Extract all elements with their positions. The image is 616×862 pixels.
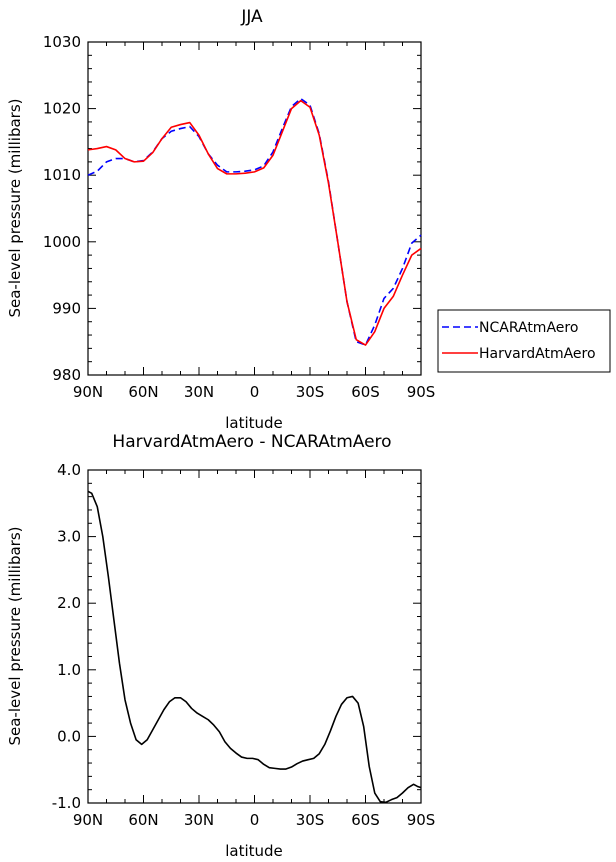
- x-tick-label: 90N: [73, 811, 103, 829]
- bottom-y-tick-labels: -1.0 0.0 1.0 2.0 3.0 4.0: [52, 461, 81, 812]
- bottom-x-axis-label: latitude: [225, 842, 283, 860]
- x-tick-label: 60N: [128, 811, 158, 829]
- legend: NCARAtmAero HarvardAtmAero: [437, 309, 611, 373]
- y-tick-label: 1000: [43, 233, 81, 251]
- bottom-axis-ticks: [87, 469, 422, 804]
- y-tick-label: 0.0: [57, 727, 81, 745]
- top-x-tick-labels: 90N 60N 30N 0 30S 60S 90S: [73, 383, 435, 401]
- y-tick-label: 990: [52, 299, 81, 317]
- y-tick-label: 1.0: [57, 661, 81, 679]
- legend-label-ncar: NCARAtmAero: [479, 320, 578, 336]
- y-tick-label: 1020: [43, 100, 81, 118]
- y-tick-label: 4.0: [57, 461, 81, 479]
- x-tick-label: 60N: [128, 383, 158, 401]
- top-x-axis-label: latitude: [225, 414, 283, 432]
- x-tick-label: 30S: [296, 383, 325, 401]
- bottom-chart-title: HarvardAtmAero - NCARAtmAero: [112, 432, 391, 452]
- x-tick-label: 30N: [184, 811, 214, 829]
- top-axis-ticks: [87, 41, 422, 376]
- y-tick-label: 1030: [43, 33, 81, 51]
- x-tick-label: 0: [250, 811, 260, 829]
- x-tick-label: 0: [250, 383, 260, 401]
- difference-series-line: [87, 490, 422, 804]
- bottom-x-tick-labels: 90N 60N 30N 0 30S 60S 90S: [73, 811, 435, 829]
- x-tick-label: 60S: [351, 811, 380, 829]
- y-tick-label: 2.0: [57, 594, 81, 612]
- bottom-y-axis-label: Sea-level pressure (millibars): [6, 526, 24, 745]
- top-y-tick-labels: 980 990 1000 1010 1020 1030: [43, 33, 81, 384]
- x-tick-label: 90S: [407, 811, 436, 829]
- ncaratmaero-series-line: [87, 97, 422, 346]
- top-chart-title: JJA: [240, 7, 263, 27]
- top-series-lines: [87, 97, 422, 346]
- harvardatmaero-series-line: [87, 99, 422, 346]
- top-chart-panel: JJA 90N 60N 30N 0 30S 60S 90S 980 990 1000 1010 10…: [6, 7, 611, 432]
- y-tick-label: 980: [52, 366, 81, 384]
- bottom-plot-frame: [87, 469, 422, 804]
- legend-label-harvard: HarvardAtmAero: [479, 346, 596, 362]
- y-tick-label: 3.0: [57, 528, 81, 546]
- top-plot-frame: [87, 41, 422, 376]
- bottom-series-lines: [87, 490, 422, 804]
- bottom-chart-panel: HarvardAtmAero - NCARAtmAero 90N 60N 30N 0 3…: [6, 432, 435, 860]
- top-y-axis-label: Sea-level pressure (millibars): [6, 98, 24, 317]
- x-tick-label: 90S: [407, 383, 436, 401]
- y-tick-label: 1010: [43, 166, 81, 184]
- x-tick-label: 90N: [73, 383, 103, 401]
- x-tick-label: 30S: [296, 811, 325, 829]
- x-tick-label: 60S: [351, 383, 380, 401]
- legend-box: [437, 309, 611, 373]
- x-tick-label: 30N: [184, 383, 214, 401]
- y-tick-label: -1.0: [52, 794, 81, 812]
